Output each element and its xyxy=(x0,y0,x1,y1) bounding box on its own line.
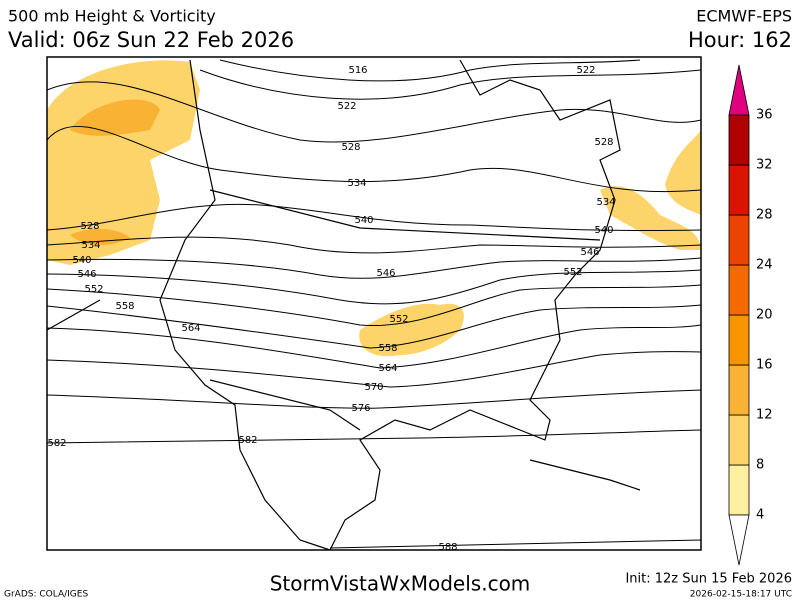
contour-label: 552 xyxy=(563,267,582,278)
contour-label: 528 xyxy=(341,142,360,153)
contour-label: 534 xyxy=(347,178,366,189)
forecast-hour: Hour: 162 xyxy=(688,28,792,52)
contour-label: 552 xyxy=(389,314,408,325)
colorbar-bin xyxy=(728,364,750,416)
colorbar-bin xyxy=(728,214,750,266)
colorbar-bin xyxy=(728,314,750,366)
contour-label: 582 xyxy=(238,435,257,446)
height-contour xyxy=(46,389,702,409)
vorticity-shading xyxy=(47,60,200,266)
height-contour xyxy=(46,203,702,232)
coastline xyxy=(209,189,601,241)
contour-label: 588 xyxy=(438,542,457,553)
colorbar-over xyxy=(728,64,750,116)
contour-label: 540 xyxy=(72,255,91,266)
valid-time: Valid: 06z Sun 22 Feb 2026 xyxy=(8,28,294,52)
contour-label: 516 xyxy=(348,65,367,76)
colorbar-under xyxy=(728,514,750,566)
colorbar-bin xyxy=(728,414,750,466)
contour-label: 534 xyxy=(596,197,615,208)
map-area: 516 522 522 528 534 540 528 534 540 546 552 558 564 5… xyxy=(46,59,702,553)
contour-label: 570 xyxy=(364,382,383,393)
vorticity-shading-strong xyxy=(70,99,160,136)
colorbar-label: 16 xyxy=(756,358,773,373)
contour-label: 558 xyxy=(115,301,134,312)
vorticity-shading xyxy=(359,303,464,357)
model-name: ECMWF-EPS xyxy=(696,7,792,26)
coastline xyxy=(46,299,101,331)
height-contour xyxy=(219,59,641,82)
colorbar: 4 8 12 16 20 24 28 32 36 xyxy=(728,64,773,566)
contour-label: 564 xyxy=(181,323,200,334)
height-contour xyxy=(46,236,702,254)
init-time: Init: 12z Sun 15 Feb 2026 xyxy=(625,572,792,587)
height-contour xyxy=(46,269,702,305)
colorbar-label: 32 xyxy=(756,158,773,173)
height-contour xyxy=(329,539,702,549)
colorbar-label: 36 xyxy=(756,108,773,123)
colorbar-bin xyxy=(728,264,750,316)
contour-label: 534 xyxy=(81,240,100,251)
contour-label: 546 xyxy=(77,269,96,280)
height-contour xyxy=(46,284,702,327)
contour-label: 540 xyxy=(594,225,613,236)
colorbar-label: 28 xyxy=(756,208,773,223)
height-contour xyxy=(46,257,702,279)
height-contour xyxy=(199,69,702,100)
vorticity-shading xyxy=(665,130,701,215)
contour-label: 546 xyxy=(580,247,599,258)
contour-label: 528 xyxy=(80,221,99,232)
colorbar-bin xyxy=(728,164,750,216)
contour-label: 540 xyxy=(354,215,373,226)
colorbar-label: 4 xyxy=(756,508,764,523)
height-contour xyxy=(46,125,702,193)
contour-label: 528 xyxy=(594,137,613,148)
contour-label: 522 xyxy=(576,65,595,76)
contour-label: 582 xyxy=(47,438,66,449)
contour-label: 558 xyxy=(378,343,397,354)
contour-label: 564 xyxy=(378,363,397,374)
colorbar-label: 8 xyxy=(756,458,764,473)
website: StormVistaWxModels.com xyxy=(270,572,531,596)
title: 500 mb Height & Vorticity xyxy=(8,7,216,26)
height-contour xyxy=(46,351,702,388)
colorbar-label: 12 xyxy=(756,408,773,423)
colorbar-bin xyxy=(728,464,750,516)
contour-label: 576 xyxy=(351,403,370,414)
coastline xyxy=(529,459,641,491)
colorbar-bin xyxy=(728,114,750,166)
height-contour xyxy=(46,304,702,349)
colorbar-label: 24 xyxy=(756,258,773,273)
timestamp: 2026-02-15-18:17 UTC xyxy=(690,590,792,600)
map-frame xyxy=(46,56,702,551)
height-contour xyxy=(46,324,702,369)
contour-label: 546 xyxy=(376,268,395,279)
height-contour xyxy=(46,81,702,143)
coastline xyxy=(209,379,361,431)
colorbar-label: 20 xyxy=(756,308,773,323)
contour-label: 522 xyxy=(337,101,356,112)
vorticity-shading xyxy=(600,186,701,250)
credit: GrADS: COLA/IGES xyxy=(4,590,88,600)
contour-label: 552 xyxy=(84,284,103,295)
vorticity-shading-strong xyxy=(70,228,130,246)
